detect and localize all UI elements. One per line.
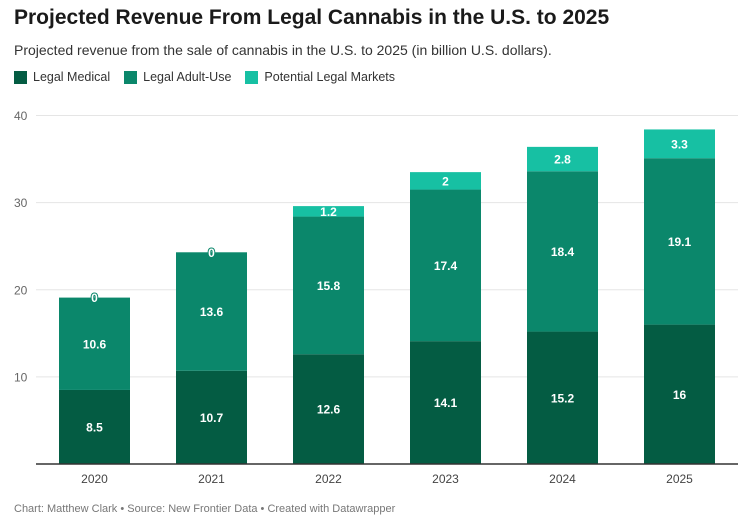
bar-2025-legal-medical: [644, 324, 715, 464]
bar-2023-legal-adult-use: [410, 189, 481, 342]
x-tick-label-2020: 2020: [81, 472, 108, 486]
y-tick-label-40: 40: [14, 109, 28, 123]
bar-2022-legal-medical: [293, 354, 364, 464]
bar-value-label-2025-potential-legal-markets: 3.3: [671, 137, 688, 151]
bar-value-label-2021-legal-medical: 10.7: [200, 411, 224, 425]
bar-value-label-2023-potential-legal-markets: 2: [442, 174, 449, 188]
legend-item-legal-medical: Legal Medical: [14, 70, 110, 84]
bar-2023-potential-legal-markets: [410, 172, 481, 190]
bar-2025-legal-adult-use: [644, 158, 715, 325]
bar-value-label-2024-legal-adult-use: 18.4: [551, 245, 575, 259]
bar-value-label-2022-potential-legal-markets: 1.2: [320, 205, 337, 219]
y-tick-label-10: 10: [14, 370, 28, 384]
x-tick-label-2025: 2025: [666, 472, 693, 486]
bar-value-label-2020-legal-adult-use: 10.6: [83, 337, 107, 351]
bar-value-label-2022-legal-adult-use: 15.8: [317, 279, 341, 293]
bar-2020-legal-adult-use: [59, 297, 130, 390]
y-tick-label-20: 20: [14, 283, 28, 297]
bar-2023-legal-medical: [410, 341, 481, 464]
bar-2021-legal-adult-use: [176, 252, 247, 371]
bar-2022-legal-adult-use: [293, 216, 364, 355]
x-tick-label-2021: 2021: [198, 472, 225, 486]
chart-title: Projected Revenue From Legal Cannabis in…: [14, 6, 610, 29]
bar-value-label-2020-legal-medical: 8.5: [86, 420, 103, 434]
bar-value-label-2022-legal-medical: 12.6: [317, 403, 341, 417]
chart-footer: Chart: Matthew Clark • Source: New Front…: [14, 503, 396, 515]
bar-2024-potential-legal-markets: [527, 146, 598, 172]
legend-swatch-legal-medical: [14, 70, 27, 84]
legend-label-potential-legal-markets: Potential Legal Markets: [264, 70, 396, 84]
y-tick-label-30: 30: [14, 196, 28, 210]
legend-item-potential-legal-markets: Potential Legal Markets: [245, 70, 395, 84]
legend-item-legal-adult-use: Legal Adult-Use: [124, 70, 231, 84]
bar-value-label-2025-legal-medical: 16: [673, 388, 687, 402]
chart-legend: Legal Medical Legal Adult-Use Potential …: [14, 70, 409, 84]
bar-value-label-2025-legal-adult-use: 19.1: [668, 235, 692, 249]
legend-label-legal-medical: Legal Medical: [33, 70, 111, 84]
bar-value-label-2023-legal-adult-use: 17.4: [434, 259, 458, 273]
bar-value-label-2020-potential-legal-markets: 0: [91, 291, 98, 305]
bar-2021-legal-medical: [176, 370, 247, 464]
bar-2024-legal-adult-use: [527, 171, 598, 332]
bar-value-label-2021-potential-legal-markets: 0: [208, 246, 215, 260]
legend-swatch-legal-adult-use: [124, 70, 138, 84]
legend-label-legal-adult-use: Legal Adult-Use: [143, 70, 232, 84]
x-tick-label-2023: 2023: [432, 472, 459, 486]
x-tick-label-2022: 2022: [315, 472, 342, 486]
bar-value-label-2023-legal-medical: 14.1: [434, 396, 458, 410]
bar-value-label-2024-potential-legal-markets: 2.8: [554, 153, 571, 167]
bar-value-label-2024-legal-medical: 15.2: [551, 391, 575, 405]
x-tick-label-2024: 2024: [549, 472, 576, 486]
legend-swatch-potential-legal-markets: [245, 70, 259, 84]
chart-subtitle: Projected revenue from the sale of canna…: [14, 42, 552, 58]
bar-value-label-2021-legal-adult-use: 13.6: [200, 305, 224, 319]
bar-2025-potential-legal-markets: [644, 129, 715, 159]
bar-2024-legal-medical: [527, 331, 598, 464]
bar-2020-legal-medical: [59, 389, 130, 464]
bar-2022-potential-legal-markets: [293, 206, 364, 217]
